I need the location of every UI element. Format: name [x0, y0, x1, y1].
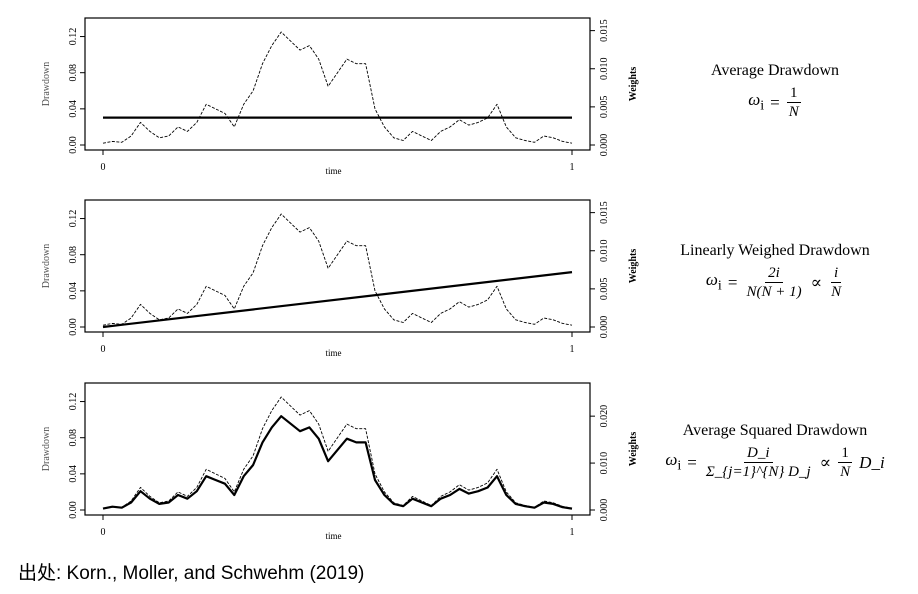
x-tick-label: 1: [570, 344, 575, 355]
weights-series-line: [102, 415, 573, 510]
formula-squared-drawdown: Average Squared Drawdown ωi = D_i Σ_{j=1…: [650, 422, 900, 481]
formula-title: Linearly Weighed Drawdown: [680, 242, 870, 259]
y-left-tick-label: 0.08: [68, 429, 79, 447]
formula-fraction: 1 N: [786, 84, 802, 121]
y-left-tick-label: 0.12: [68, 393, 79, 411]
formula-expression: ωi = 1 N: [748, 84, 802, 121]
formula-eq: =: [687, 452, 697, 472]
formula-lhs: ω: [748, 90, 761, 110]
formula-fraction: D_i Σ_{j=1}^{N} D_j: [703, 444, 814, 481]
y-right-tick-label: 0.000: [599, 134, 610, 157]
plot-frame: [84, 17, 591, 151]
formula-fraction: 2i N(N + 1): [743, 264, 804, 301]
x-tick-label: 1: [570, 162, 575, 173]
x-axis-label: time: [326, 166, 342, 176]
x-axis-label: time: [326, 348, 342, 358]
formula-numerator-2: i: [831, 264, 842, 283]
y-right-tick-label: 0.015: [599, 19, 610, 42]
formula-fraction-2: 1 N: [837, 444, 853, 481]
y-right-tick-label: 0.020: [599, 405, 610, 428]
x-tick-label: 0: [101, 162, 106, 173]
formula-denominator: N: [788, 104, 799, 120]
formula-average-drawdown: Average Drawdown ωi = 1 N: [650, 62, 900, 121]
y-right-tick-label: 0.000: [599, 499, 610, 522]
formula-numerator: 2i: [765, 264, 783, 283]
formula-lhs: ω: [665, 450, 678, 470]
y-left-tick-label: 0.00: [68, 136, 79, 154]
formula-numerator-2: 1: [838, 444, 852, 463]
formula-sub: i: [760, 97, 765, 114]
y-left-axis-label: Drawdown: [41, 244, 52, 288]
drawdown-series-line: [102, 396, 573, 509]
formula-numerator: D_i: [744, 444, 773, 463]
formula-sub: i: [677, 457, 682, 474]
weights-series-line: [102, 271, 573, 329]
y-left-tick-label: 0.04: [68, 465, 79, 483]
formula-proportional: ∝: [810, 272, 823, 292]
formula-linear-drawdown: Linearly Weighed Drawdown ωi = 2i N(N + …: [650, 242, 900, 301]
chart-panel-1: 0.00 0.04 0.08 0.12 0.000 0.005 0.010 0.015 0 1 ti…: [41, 17, 639, 176]
plot-frame: [84, 382, 591, 516]
y-right-tick-label: 0.010: [599, 452, 610, 475]
formula-proportional: ∝: [819, 452, 832, 472]
y-left-tick-label: 0.08: [68, 64, 79, 82]
y-left-axis-label: Drawdown: [41, 62, 52, 106]
drawdown-series-line: [102, 213, 573, 326]
y-left-tick-label: 0.04: [68, 100, 79, 118]
formula-title: Average Drawdown: [710, 62, 840, 79]
y-right-tick-label: 0.010: [599, 240, 610, 263]
formula-eq: =: [727, 272, 738, 292]
y-left-tick-label: 0.12: [68, 28, 79, 46]
y-left-tick-label: 0.12: [68, 210, 79, 228]
chart-panel-2: 0.00 0.04 0.08 0.12 0.000 0.005 0.010 0.015 0 1 ti…: [41, 199, 639, 358]
chart-panel-3: 0.00 0.04 0.08 0.12 0.000 0.010 0.020 0 1 time Dra…: [41, 382, 639, 541]
y-right-tick-label: 0.015: [599, 201, 610, 224]
x-tick-label: 0: [101, 527, 106, 538]
y-right-tick-label: 0.005: [599, 278, 610, 301]
formula-numerator: 1: [787, 84, 801, 103]
formula-fraction-2: i N: [828, 264, 844, 301]
formula-sub: i: [717, 277, 722, 294]
y-left-tick-label: 0.00: [68, 318, 79, 336]
formula-lhs: ω: [705, 270, 718, 290]
plot-frame: [84, 199, 591, 333]
formula-tail: D_i: [859, 452, 885, 472]
y-right-axis-label: Weights: [628, 67, 639, 102]
y-right-tick-label: 0.010: [599, 58, 610, 81]
y-left-tick-label: 0.04: [68, 282, 79, 300]
y-right-tick-label: 0.000: [599, 316, 610, 339]
formula-denominator: N(N + 1): [746, 284, 802, 300]
y-left-axis-label: Drawdown: [41, 427, 52, 471]
y-right-tick-label: 0.005: [599, 96, 610, 119]
formula-expression: ωi = D_i Σ_{j=1}^{N} D_j ∝ 1 N D_i: [665, 444, 884, 481]
formula-denominator-2: N: [831, 284, 842, 300]
formula-eq: =: [770, 92, 780, 112]
formula-expression: ωi = 2i N(N + 1) ∝ i N: [706, 264, 844, 301]
x-tick-label: 1: [570, 527, 575, 538]
x-axis-label: time: [326, 531, 342, 541]
formula-denominator-2: N: [840, 464, 851, 480]
drawdown-series-line: [102, 31, 573, 144]
y-left-tick-label: 0.08: [68, 246, 79, 264]
y-right-axis-label: Weights: [628, 249, 639, 284]
y-left-tick-label: 0.00: [68, 501, 79, 519]
formula-title: Average Squared Drawdown: [682, 422, 868, 439]
formula-denominator: Σ_{j=1}^{N} D_j: [705, 464, 811, 480]
y-right-axis-label: Weights: [628, 432, 639, 467]
x-tick-label: 0: [101, 344, 106, 355]
source-citation: 出处: Korn., Moller, and Schwehm (2019): [18, 563, 365, 584]
